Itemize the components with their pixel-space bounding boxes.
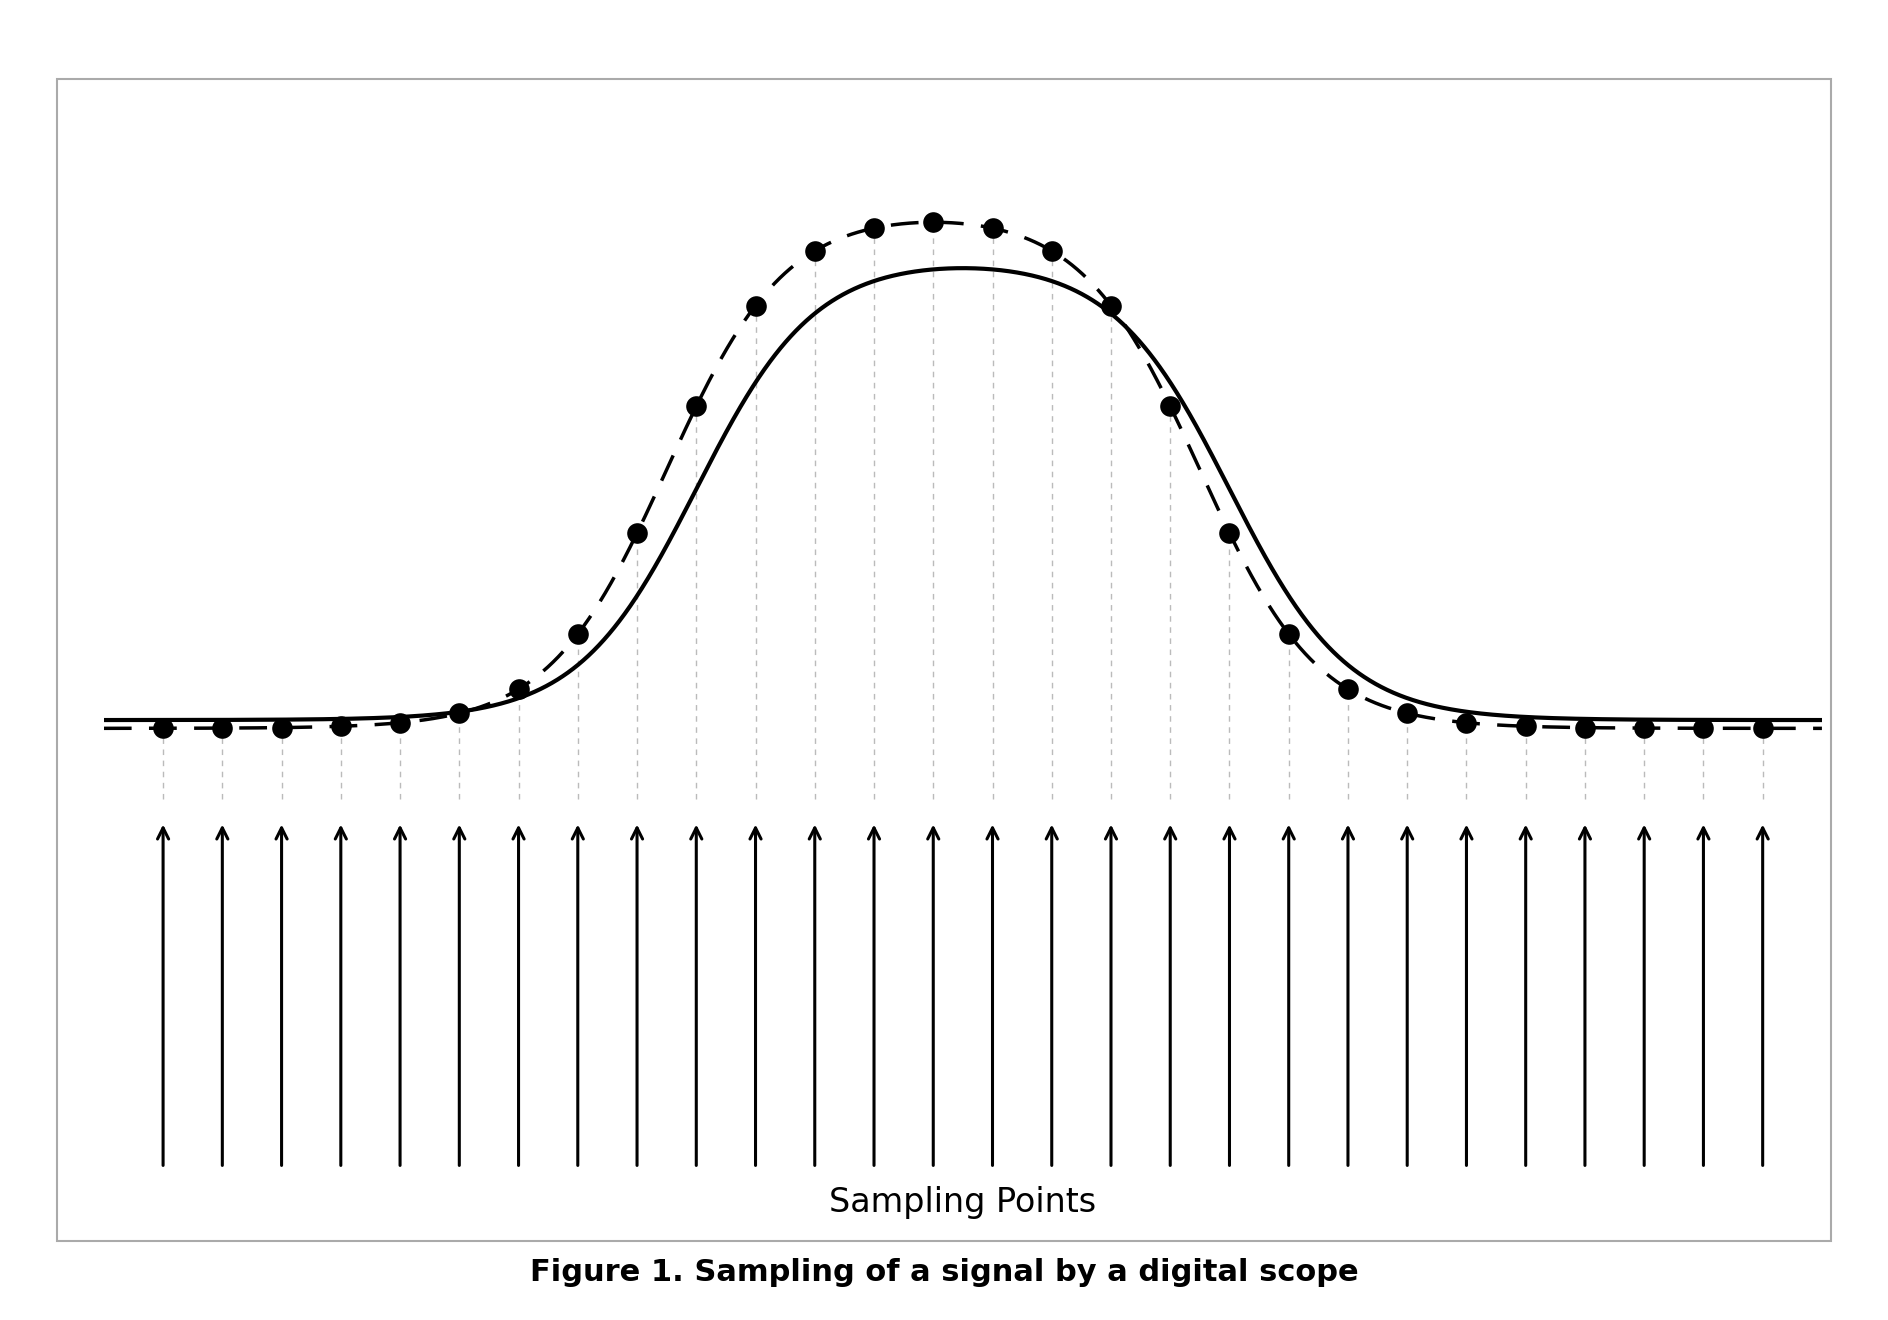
Point: [740, 294, 770, 315]
Point: [147, 718, 177, 739]
Point: [1333, 678, 1363, 700]
Point: [978, 218, 1008, 239]
Point: [1688, 718, 1718, 739]
Point: [1037, 240, 1067, 261]
Point: [1748, 718, 1778, 739]
Point: [859, 218, 889, 239]
Point: [563, 623, 593, 644]
Point: [1569, 717, 1599, 738]
Point: [1452, 711, 1482, 733]
Text: Sampling Points: Sampling Points: [829, 1185, 1097, 1220]
Point: [1214, 523, 1244, 544]
Point: [1510, 715, 1541, 737]
Point: [385, 711, 415, 733]
Point: [327, 715, 357, 737]
Text: Figure 1. Sampling of a signal by a digital scope: Figure 1. Sampling of a signal by a digi…: [531, 1258, 1357, 1287]
Point: [1274, 623, 1305, 644]
Point: [208, 718, 238, 739]
Point: [504, 678, 534, 700]
Point: [266, 717, 296, 738]
Point: [1095, 294, 1125, 315]
Point: [682, 396, 712, 417]
Point: [444, 702, 474, 723]
Point: [1391, 702, 1422, 723]
Point: [801, 240, 831, 261]
Point: [1629, 718, 1660, 739]
Point: [918, 211, 948, 232]
Point: [621, 523, 651, 544]
Point: [1155, 396, 1186, 417]
